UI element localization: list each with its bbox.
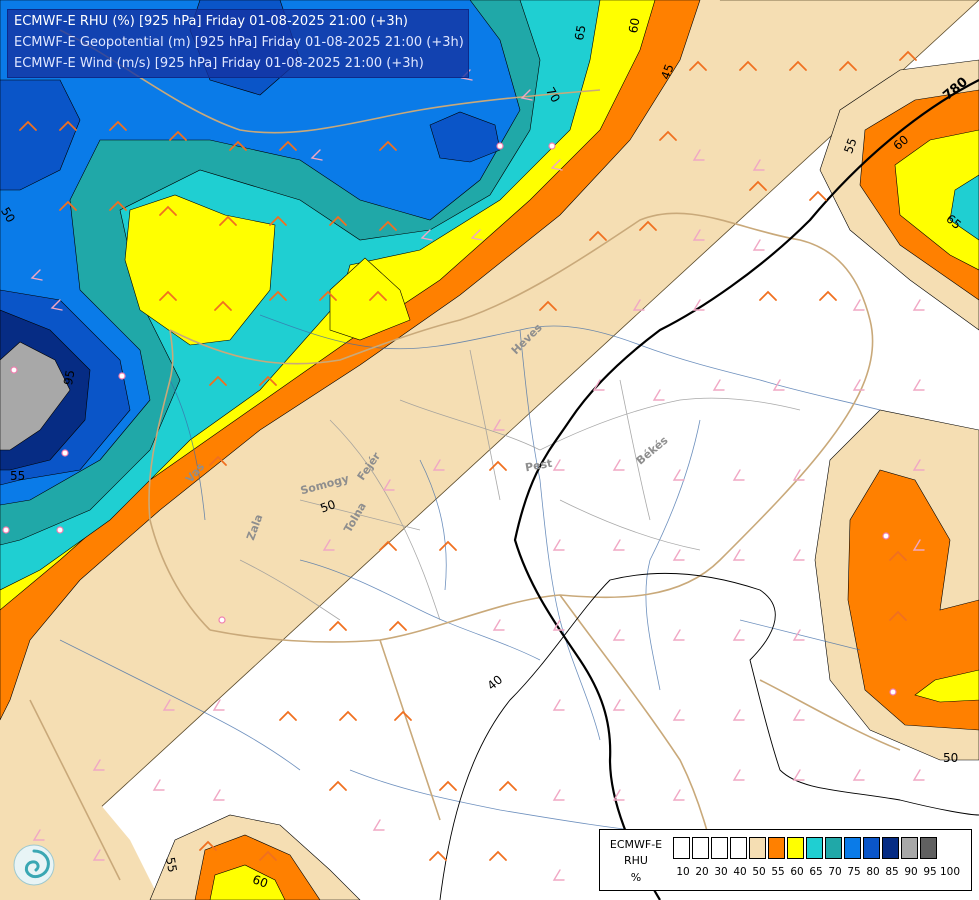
- contour-label-95-w: 95: [61, 369, 77, 386]
- legend-model: ECMWF-E: [609, 838, 663, 851]
- legend-swatch: [749, 837, 766, 859]
- legend-tick-label: 20: [695, 866, 709, 878]
- legend-tick-label: 85: [885, 866, 899, 878]
- legend-swatch: [730, 837, 747, 859]
- legend-swatch: [825, 837, 842, 859]
- legend-swatch: [863, 837, 880, 859]
- contour-label-60-sw: 60: [251, 872, 270, 890]
- legend-tick-label: 90: [904, 866, 918, 878]
- legend-tick-label: 10: [676, 866, 690, 878]
- contour-label-50-w: 50: [0, 205, 18, 225]
- color-legend: ECMWF-E RHU % 10 20 30 40 50 55 60 65 70 75 80 85 90…: [599, 829, 972, 891]
- legend-swatch: [711, 837, 728, 859]
- contour-label-55-sw: 55: [163, 856, 179, 873]
- legend-unit: %: [630, 871, 642, 884]
- legend-swatch: [920, 837, 937, 859]
- legend-variable: RHU: [624, 854, 648, 867]
- title-rhu: ECMWF-E RHU (%) [925 hPa] Friday 01-08-2…: [14, 14, 408, 29]
- title-wind: ECMWF-E Wind (m/s) [925 hPa] Friday 01-0…: [14, 56, 424, 71]
- legend-tick-label: 100: [940, 866, 961, 878]
- ecmwf-swirl-logo-icon: [13, 844, 55, 886]
- map-title-panel: ECMWF-E RHU (%) [925 hPa] Friday 01-08-2…: [7, 9, 469, 78]
- legend-swatch: [844, 837, 861, 859]
- legend-swatch: [673, 837, 690, 859]
- legend-swatch: [901, 837, 918, 859]
- contour-label-65-top: 65: [572, 24, 588, 41]
- legend-swatch: [692, 837, 709, 859]
- contour-label-55-w: 55: [10, 469, 25, 483]
- legend-swatch: [787, 837, 804, 859]
- legend-tick-label: 80: [866, 866, 880, 878]
- legend-tick-label: 95: [923, 866, 937, 878]
- legend-tick-label: 30: [714, 866, 728, 878]
- place-label-pest: Pest: [524, 457, 553, 475]
- legend-swatch: [768, 837, 785, 859]
- legend-swatch: [882, 837, 899, 859]
- legend-tick-label: 55: [771, 866, 785, 878]
- legend-tick-label: 50: [752, 866, 766, 878]
- contour-label-50-mid: 50: [318, 497, 337, 515]
- legend-tick-label: 60: [790, 866, 804, 878]
- contour-label-60-top: 60: [626, 17, 642, 34]
- legend-tick-label: 40: [733, 866, 747, 878]
- title-geopotential: ECMWF-E Geopotential (m) [925 hPa] Frida…: [14, 35, 464, 50]
- contour-label-50-se: 50: [943, 751, 958, 765]
- contour-label-70: 70: [543, 85, 563, 105]
- contour-label-45: 45: [658, 62, 676, 81]
- legend-tick-label: 65: [809, 866, 823, 878]
- legend-swatch: [806, 837, 823, 859]
- legend-tick-label: 70: [828, 866, 842, 878]
- legend-tick-label: 75: [847, 866, 861, 878]
- contour-label-55-ne: 55: [841, 136, 859, 155]
